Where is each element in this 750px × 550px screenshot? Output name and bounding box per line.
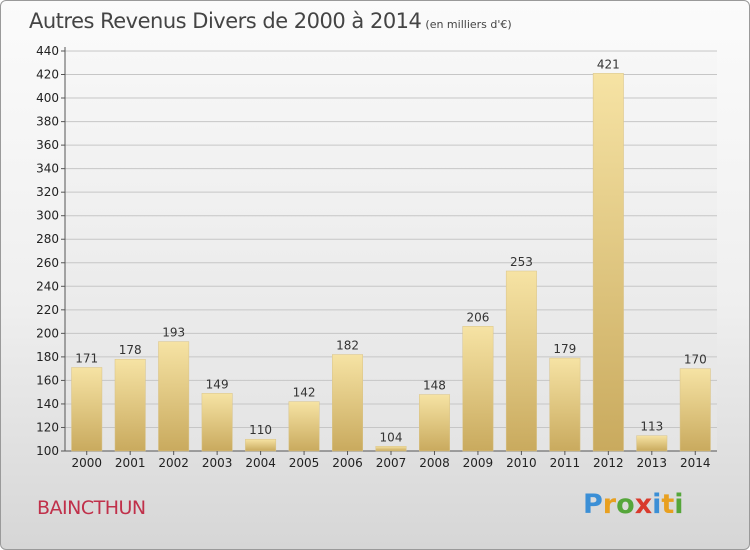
bar-value-label: 206: [466, 310, 489, 324]
bar-value-label: 421: [597, 57, 620, 71]
y-tick-label: 320: [36, 185, 59, 199]
bar: [288, 401, 320, 452]
bar: [505, 270, 537, 452]
bar-value-label: 170: [684, 353, 707, 367]
y-tick-label: 200: [36, 326, 59, 340]
x-tick-label: 2000: [71, 456, 102, 470]
logo-letter: i: [674, 489, 684, 520]
x-tick-label: 2014: [680, 456, 711, 470]
x-tick-label: 2007: [376, 456, 407, 470]
x-tick-label: 2011: [550, 456, 581, 470]
bar: [375, 446, 407, 452]
bar-value-label: 193: [162, 326, 185, 340]
bar-value-label: 253: [510, 255, 533, 269]
y-tick-label: 380: [36, 115, 59, 129]
y-tick-label: 420: [36, 68, 59, 82]
y-tick-label: 240: [36, 279, 59, 293]
bar: [462, 326, 494, 452]
y-tick-label: 220: [36, 303, 59, 317]
y-tick-label: 340: [36, 162, 59, 176]
x-tick-label: 2010: [506, 456, 537, 470]
x-tick-label: 2008: [419, 456, 450, 470]
x-tick-label: 2001: [115, 456, 146, 470]
y-tick-label: 180: [36, 350, 59, 364]
x-tick-label: 2005: [289, 456, 320, 470]
bar-value-label: 113: [640, 420, 663, 434]
y-tick-label: 280: [36, 232, 59, 246]
bar: [245, 438, 277, 452]
bar-value-label: 110: [249, 423, 272, 437]
y-tick-label: 360: [36, 138, 59, 152]
logo-letter: x: [634, 489, 653, 520]
x-tick-label: 2002: [158, 456, 189, 470]
logo-letter: o: [616, 489, 635, 520]
logo-letter: t: [661, 489, 675, 520]
y-tick-label: 260: [36, 256, 59, 270]
title-text: Autres Revenus Divers de 2000 à 2014: [29, 9, 422, 33]
bar: [114, 358, 146, 452]
y-tick-label: 140: [36, 397, 59, 411]
bar: [549, 357, 581, 452]
logo-letter: P: [583, 489, 603, 520]
bar: [419, 394, 450, 452]
y-tick-label: 400: [36, 91, 59, 105]
bar-value-label: 178: [119, 343, 142, 357]
bar: [71, 367, 103, 452]
bar-value-label: 182: [336, 339, 359, 353]
bar: [158, 341, 190, 452]
y-tick-label: 120: [36, 420, 59, 434]
place-name: BAINCTHUN: [37, 497, 146, 519]
proxiti-logo: Proxiti: [583, 489, 684, 520]
bar: [679, 368, 711, 452]
bar-value-label: 142: [293, 386, 316, 400]
x-tick-label: 2013: [637, 456, 668, 470]
x-tick-label: 2003: [202, 456, 233, 470]
bar-value-label: 179: [553, 342, 576, 356]
bar: [636, 435, 668, 452]
logo-letter: r: [602, 489, 617, 520]
y-tick-label: 300: [36, 209, 59, 223]
y-tick-label: 160: [36, 373, 59, 387]
bar: [592, 73, 624, 452]
bar-value-label: 171: [75, 351, 98, 365]
x-tick-label: 2006: [332, 456, 363, 470]
bar-value-label: 104: [380, 430, 403, 444]
bar-value-label: 148: [423, 379, 446, 393]
logo-letter: i: [652, 489, 662, 520]
y-tick-label: 440: [36, 44, 59, 58]
chart-subtitle: (en milliers d'€): [425, 18, 512, 31]
y-tick-label: 100: [36, 444, 59, 458]
x-tick-label: 2004: [245, 456, 276, 470]
bar: [201, 393, 233, 452]
bar-value-label: 149: [206, 377, 229, 391]
x-tick-label: 2012: [593, 456, 624, 470]
x-tick-label: 2009: [463, 456, 494, 470]
bar: [332, 354, 363, 452]
chart-title: Autres Revenus Divers de 2000 à 2014 (en …: [29, 9, 512, 33]
